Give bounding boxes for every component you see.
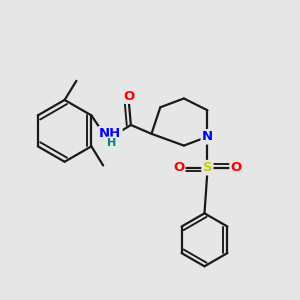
Text: O: O [173, 161, 184, 174]
Text: H: H [107, 138, 116, 148]
Text: N: N [202, 130, 213, 143]
Text: S: S [202, 161, 212, 174]
Text: NH: NH [99, 127, 122, 140]
Text: O: O [123, 90, 134, 103]
Text: O: O [231, 161, 242, 174]
